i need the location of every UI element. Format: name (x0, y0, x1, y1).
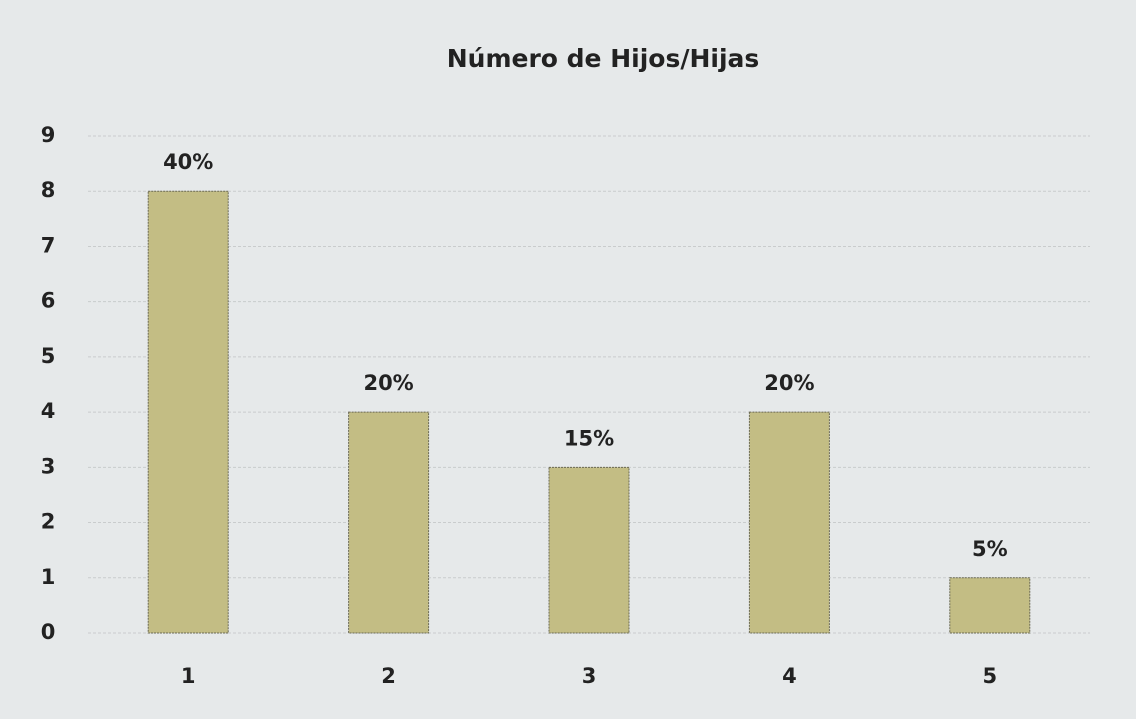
y-tick-label: 6 (41, 289, 56, 313)
y-tick-label: 4 (41, 399, 56, 423)
bar (348, 411, 430, 634)
y-tick-label: 1 (41, 565, 56, 589)
data-label: 5% (972, 537, 1008, 561)
data-label: 20% (764, 371, 814, 395)
x-tick-label: 2 (381, 664, 396, 688)
y-tick-label: 0 (41, 620, 56, 644)
y-tick-label: 3 (41, 454, 56, 478)
y-tick-label: 7 (41, 233, 56, 257)
data-label: 15% (564, 426, 614, 450)
y-tick-label: 8 (41, 178, 56, 202)
chart-title: Número de Hijos/Hijas (447, 44, 760, 73)
x-tick-label: 5 (982, 664, 997, 688)
data-label: 40% (163, 150, 213, 174)
bar (949, 577, 1031, 634)
bar (147, 190, 229, 634)
x-tick-label: 1 (181, 664, 196, 688)
bar (548, 466, 630, 634)
bar (748, 411, 830, 634)
y-tick-label: 9 (41, 123, 56, 147)
y-tick-label: 5 (41, 344, 56, 368)
data-label: 20% (363, 371, 413, 395)
x-tick-label: 4 (782, 664, 797, 688)
x-tick-label: 3 (582, 664, 597, 688)
y-tick-label: 2 (41, 510, 56, 534)
